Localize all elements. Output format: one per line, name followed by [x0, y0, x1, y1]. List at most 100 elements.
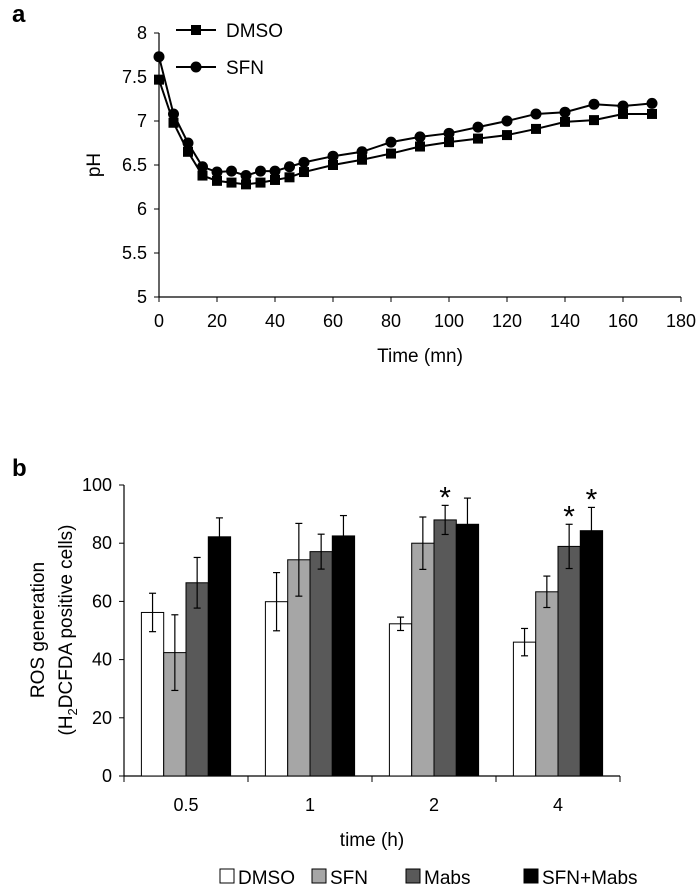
- panel-a-point-dmso: [183, 146, 193, 157]
- panel-a-x-tick-label: 20: [207, 311, 227, 331]
- panel-b-label: b: [12, 455, 27, 482]
- bar-sfn: [535, 591, 559, 777]
- panel-a-x-tick-label: 180: [666, 311, 696, 331]
- panel-a-point-dmso: [299, 167, 309, 178]
- panel-a-x-tick-label: 60: [323, 311, 343, 331]
- panel-a-point-dmso: [284, 172, 295, 183]
- panel-b-y-axis-title-line1: ROS generation: [28, 562, 49, 698]
- panel-a-point-sfn: [588, 98, 600, 110]
- panel-a-y-axis-title: pH: [84, 153, 105, 177]
- panel-a-point-dmso: [241, 179, 251, 190]
- legend-label-sfn: SFN: [226, 58, 264, 79]
- legend-swatch-sfn: [311, 868, 327, 884]
- panel-a-point-dmso: [618, 108, 628, 119]
- significance-asterisk: *: [586, 483, 598, 516]
- y-title-subscript: 2: [65, 708, 80, 715]
- panel-a-point-dmso: [589, 115, 599, 126]
- panel-a-point-sfn: [153, 51, 165, 63]
- panel-a-point-dmso: [168, 117, 179, 128]
- panel-b-x-tick-label: 0.5: [173, 795, 198, 815]
- panel-b-y-tick-label: 20: [92, 708, 112, 728]
- panel-a-x-tick-label: 100: [434, 311, 464, 331]
- panel-a-y-tick-label: 7: [137, 111, 147, 131]
- bar-sfn: [411, 542, 435, 777]
- legend-marker-square: [191, 25, 201, 35]
- panel-b-y-axis-title-line2: (H2DCFDA positive cells): [56, 524, 80, 735]
- panel-a-point-sfn: [646, 97, 658, 109]
- y-title-prefix: (H: [56, 715, 77, 735]
- panel-b-x-tick-label: 1: [305, 795, 315, 815]
- legend-label-sfn-mabs: SFN+Mabs: [542, 868, 638, 889]
- legend-label-mabs: Mabs: [424, 868, 470, 889]
- panel-a-plot: 55.566.577.580 20 40 60 80 100 120 140 160 180DMS…: [122, 21, 696, 331]
- panel-a-point-sfn: [284, 161, 295, 173]
- panel-a-point-sfn: [385, 136, 397, 148]
- panel-a-x-tick-label: 120: [492, 311, 522, 331]
- legend-swatch-mabs: [405, 868, 421, 884]
- significance-asterisk: *: [563, 500, 575, 533]
- bar-sfn-mabs: [207, 536, 232, 777]
- panel-a-point-sfn: [559, 106, 571, 118]
- panel-a-point-sfn: [530, 108, 542, 120]
- panel-a-point-sfn: [356, 146, 368, 158]
- bar-sfn-mabs: [331, 535, 356, 777]
- panel-a-x-tick-label: 140: [550, 311, 580, 331]
- panel-a-point-sfn: [501, 115, 513, 127]
- panel-a-point-dmso: [531, 123, 541, 134]
- panel-a-point-sfn: [269, 165, 281, 177]
- panel-a-y-tick-label: 5.5: [122, 243, 147, 263]
- panel-a-point-dmso: [154, 74, 164, 85]
- panel-a-point-dmso: [255, 177, 266, 188]
- panel-a-label: a: [12, 1, 26, 28]
- panel-a-point-dmso: [357, 154, 367, 165]
- panel-a-x-tick-label: 0: [154, 311, 164, 331]
- panel-b-y-tick-label: 80: [92, 533, 112, 553]
- panel-a-point-sfn: [443, 127, 455, 139]
- legend-marker-circle: [190, 61, 202, 73]
- panel-a-point-dmso: [415, 141, 425, 152]
- panel-a-point-sfn: [197, 161, 208, 173]
- legend-label-dmso: DMSO: [226, 21, 283, 42]
- panel-a-x-tick-label: 80: [381, 311, 401, 331]
- panel-a-x-tick-label: 160: [608, 311, 638, 331]
- panel-a-point-sfn: [168, 108, 179, 120]
- panel-a-point-sfn: [255, 165, 266, 177]
- panel-a-point-sfn: [240, 170, 252, 182]
- panel-a-point-dmso: [502, 130, 512, 141]
- panel-a-x-tick-label: 40: [265, 311, 285, 331]
- bar-mabs: [433, 519, 457, 777]
- panel-a-point-dmso: [444, 137, 454, 148]
- legend-swatch-sfn-mabs: [523, 868, 539, 884]
- bar-mabs: [309, 551, 333, 777]
- panel-b-y-tick-label: 0: [102, 766, 112, 786]
- panel-b-x-axis-title: time (h): [340, 830, 404, 851]
- panel-b-y-tick-label: 100: [82, 475, 112, 495]
- panel-a-point-sfn: [211, 166, 223, 178]
- panel-b-y-tick-label: 40: [92, 650, 112, 670]
- bar-mabs: [185, 582, 209, 777]
- panel-b-plot: 0 20 40 60 80 100 0.5 1 2 * 4 * * DMSO SFN Mabs SFN+Mabs: [82, 475, 638, 889]
- significance-asterisk: *: [439, 481, 451, 514]
- panel-b-x-tick-label: 2: [429, 795, 439, 815]
- panel-a-point-dmso: [226, 177, 237, 188]
- panel-a-point-dmso: [386, 148, 396, 159]
- panel-a-point-dmso: [473, 133, 483, 144]
- legend-swatch-dmso: [219, 868, 235, 884]
- panel-a-point-sfn: [617, 100, 629, 112]
- panel-a-y-tick-label: 5: [137, 287, 147, 307]
- panel-a-y-tick-label: 7.5: [122, 67, 147, 87]
- panel-a-point-sfn: [226, 165, 237, 177]
- legend-label-dmso: DMSO: [238, 868, 295, 889]
- panel-a-point-sfn: [327, 150, 339, 162]
- panel-a-point-sfn: [414, 131, 426, 143]
- bar-mabs: [557, 545, 581, 777]
- panel-a-point-sfn: [182, 137, 194, 149]
- panel-a-x-axis-title: Time (mn): [377, 346, 463, 367]
- panel-a-y-tick-label: 6: [137, 199, 147, 219]
- panel-a-point-sfn: [472, 121, 484, 133]
- y-title-suffix: DCFDA positive cells): [56, 524, 77, 708]
- bar-dmso: [140, 611, 165, 777]
- panel-b-y-tick-label: 60: [92, 591, 112, 611]
- panel-b-x-tick-label: 4: [553, 795, 563, 815]
